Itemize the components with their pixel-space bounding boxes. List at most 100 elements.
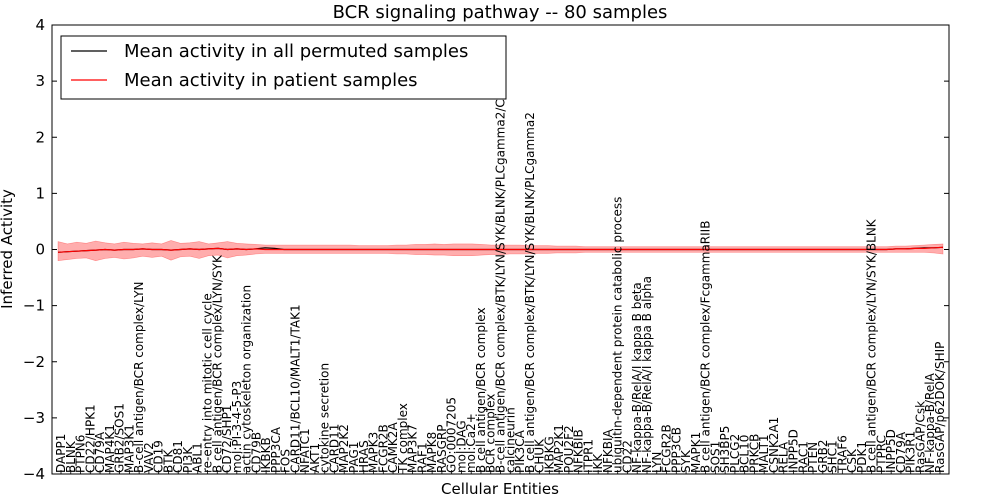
x-tick-label: PRKCB (747, 434, 761, 473)
y-tick-label: 2 (35, 128, 45, 146)
x-tick-label: PTPRC (874, 435, 888, 473)
x-tick-label: B-cell antigen/BCR complex/BTK/LYN/SYK/B… (494, 75, 508, 473)
x-axis-label: Cellular Entities (441, 480, 559, 498)
activity-band-layer (57, 240, 944, 262)
x-tick-label: RAC1 (796, 441, 810, 473)
y-tick-label: −3 (23, 409, 45, 427)
legend: Mean activity in all permuted samples Me… (60, 35, 507, 100)
y-tick-label: −4 (23, 465, 45, 483)
x-tick-label: PTPN6 (74, 435, 88, 473)
x-tick-label: B cell antigen/BCR complex/FcgammaRIIB (699, 221, 713, 473)
x-tick-label: cytokine secretion (318, 363, 332, 473)
x-tick-label: actin cytoskeleton organization (240, 285, 254, 473)
y-tick-label: 4 (35, 16, 45, 34)
x-tick-label: FCGR2B (660, 424, 674, 473)
legend-frame (60, 35, 507, 100)
x-tick-label: RasGAP/Csk (913, 401, 927, 473)
x-tick-label: calcineurin (503, 407, 517, 473)
x-tick-label: B cell antigen/BCR complex/LYN/SYK (210, 254, 224, 473)
x-tick-label: NF-kappa-B/RelA/I kappa B alpha (640, 276, 654, 473)
x-tick-label: IKBKG (542, 436, 556, 473)
patient-mean-line (57, 246, 944, 253)
patient-activity-band (57, 240, 944, 262)
x-tick-label: IKK (591, 453, 605, 473)
x-tick-label: FCGR2B (376, 424, 390, 473)
x-tick-label: INPP5D (787, 429, 801, 473)
x-tick-label: PTEN (806, 442, 820, 473)
x-tick-label: NF-kappa-B/RelA/I kappa B beta (630, 282, 644, 473)
x-tick-label: FOS (279, 449, 293, 473)
x-tick-label: MAP2K1 (552, 424, 566, 473)
legend-label-permuted: Mean activity in all permuted samples (124, 41, 468, 62)
x-tick-label: NFKBIA (601, 428, 615, 473)
x-tick-label: MAP2K2 (337, 424, 351, 473)
x-tick-label: CSNK2A1 (767, 417, 781, 473)
x-tick-label: CAMK2A (386, 422, 400, 473)
x-tick-label: B cell antigen/BCR complex/BTK/LYN/SYK/B… (523, 112, 537, 473)
series-line-layer (57, 246, 944, 253)
x-tick-label: INPP5D (884, 429, 898, 473)
x-tick-label: CD79A (93, 431, 107, 473)
x-tick-label: ITPR1 (581, 439, 595, 473)
x-tick-label: B cell antigen/BCR complex (474, 307, 488, 473)
x-tick-label: HRAS (357, 440, 371, 473)
x-tick-label: B-cell antigen/BCR complex/LYN (132, 281, 146, 473)
x-tick-label: ubiquitin-dependent protein catabolic pr… (611, 197, 625, 473)
x-tick-label: SH3BP5 (718, 426, 732, 473)
x-tick-label: IKBKB (259, 437, 273, 473)
y-tick-label: −1 (23, 297, 45, 315)
x-tick-label: NF-kappa-B/RelA (923, 372, 937, 473)
x-tick-label: TK complex (396, 403, 410, 474)
x-tick-label: PLCG2 (728, 434, 742, 473)
x-tick-label: RELA (777, 441, 791, 473)
x-tick-label: BTK (161, 448, 175, 473)
x-tick-label: MAPK1 (689, 432, 703, 473)
x-tick-label: mol:PI-3-4-5-P3 (230, 381, 244, 473)
x-tick-label: MALT1 (757, 434, 771, 473)
x-tick-label: CD81 (171, 440, 185, 473)
x-tick-label: TRAF6 (835, 435, 849, 474)
x-tick-label: mol:Ca2+ (464, 413, 478, 473)
x-tick-label: GRB2 (816, 439, 830, 473)
x-tick-label: SYK (679, 449, 693, 473)
x-tick-label: CD72/SHP1 (220, 405, 234, 473)
x-tick-label: BCR complex (484, 394, 498, 473)
x-tick-label: NFATC1 (298, 428, 312, 473)
x-tick-label: GRB2/SOS1 (113, 403, 127, 473)
x-tick-label: CHUK (533, 438, 547, 473)
x-tick-label: mol:DAG (454, 420, 468, 473)
chart-title: BCR signaling pathway -- 80 samples (333, 2, 668, 23)
y-tick-label: −2 (23, 353, 45, 371)
x-tick-label: POU2F2 (562, 425, 576, 473)
x-tick-label: GO:0007205 (445, 397, 459, 473)
x-tick-label: CARD11 (327, 424, 341, 473)
x-tick-label: DAPP1 (54, 434, 68, 473)
x-tick-label: MAP3K1 (122, 424, 136, 473)
x-tick-label: RasGAP/p62DOK/SHIP (933, 342, 947, 473)
y-tick-label: 3 (35, 72, 45, 90)
x-tick-label: MAPK3 (367, 432, 381, 473)
x-tick-label: PI3K (181, 446, 195, 473)
x-tick-label: MAPK8 (425, 432, 439, 473)
x-tick-label: PAG1 (347, 442, 361, 473)
x-tick-label: CARD11/BCL10/MALT1/TAK1 (288, 304, 302, 473)
x-tick-label: CD19 (152, 440, 166, 473)
x-tick-label: BCL10 (738, 435, 752, 473)
x-tick-label-layer: DAPP1BLNKPTPN6CD22/HPK1CD79AMAP4K1GRB2/S… (54, 75, 947, 474)
x-tick-label: LYN (650, 452, 664, 473)
x-tick-label: MAP3K7 (406, 424, 420, 473)
y-tick-label: 1 (35, 184, 45, 202)
x-tick-label: CD79B (249, 432, 263, 473)
x-tick-label: ABL1 (191, 442, 205, 473)
x-tick-label: SOS1 (708, 441, 722, 473)
x-tick-label: PDK1 (855, 441, 869, 473)
x-tick-label: AKT1 (308, 443, 322, 473)
x-tick-label: SHC1 (826, 440, 840, 473)
x-tick-label: VAV2 (142, 442, 156, 473)
y-axis-label: Inferred Activity (0, 189, 16, 309)
x-tick-label: PPP3CA (269, 426, 283, 473)
x-tick-label: NFKBIB (572, 429, 586, 473)
x-tick-label: CSK (845, 448, 859, 473)
x-tick-label: RASGRP (435, 424, 449, 473)
